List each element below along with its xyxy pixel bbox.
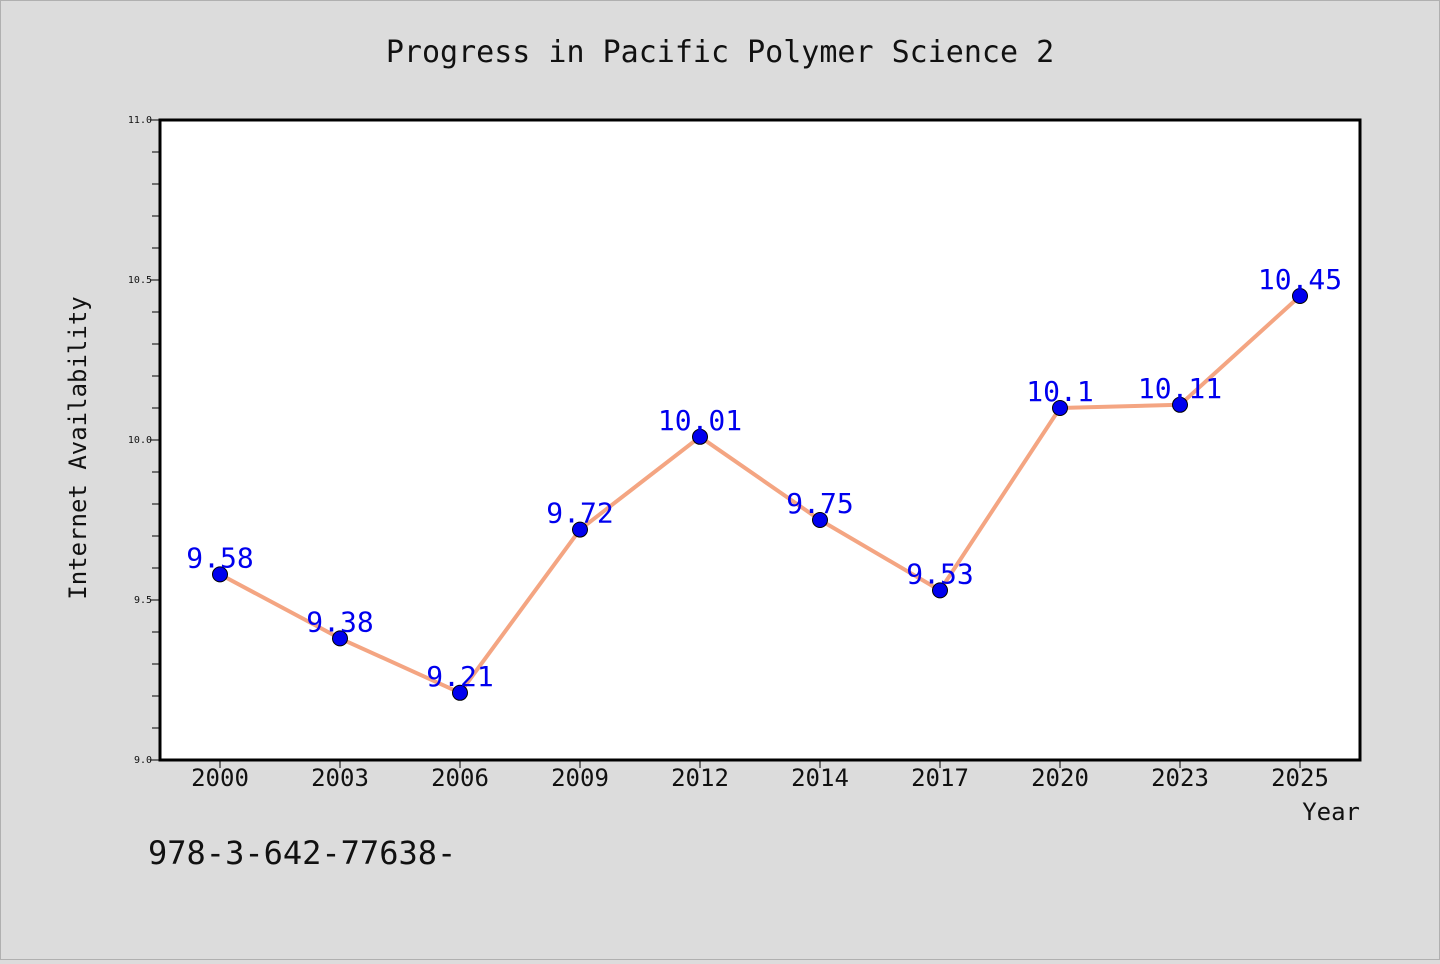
data-point bbox=[692, 428, 708, 445]
data-point bbox=[572, 521, 588, 538]
y-tick-label: 10.0 bbox=[128, 435, 152, 446]
footnote-text: 978-3-642-77638- bbox=[148, 834, 456, 872]
data-point bbox=[1052, 400, 1068, 416]
x-tick-label: 2012 bbox=[671, 764, 729, 792]
data-label: 10.01 bbox=[658, 404, 742, 437]
data-label: 9.75 bbox=[786, 487, 853, 520]
data-point bbox=[812, 512, 828, 528]
y-tick-label: 9.5 bbox=[134, 595, 152, 606]
data-point bbox=[332, 630, 348, 647]
x-tick-label: 2014 bbox=[791, 764, 849, 792]
x-axis-label: Year bbox=[1302, 798, 1360, 826]
y-tick-label: 9.0 bbox=[134, 755, 152, 766]
x-tick-label: 2003 bbox=[311, 764, 369, 792]
data-label: 9.21 bbox=[426, 660, 493, 693]
x-tick-label: 2023 bbox=[1151, 764, 1209, 792]
data-label: 9.38 bbox=[306, 605, 373, 638]
data-label: 9.72 bbox=[546, 497, 613, 530]
data-label: 9.58 bbox=[186, 541, 253, 574]
x-tick-label: 2006 bbox=[431, 764, 489, 792]
x-axis: 2000 2003 2006 2009 2012 2014 2017 2020 2023 2025 bbox=[191, 760, 1329, 792]
data-point bbox=[1172, 396, 1188, 413]
y-axis-label: Internet Availability bbox=[64, 296, 92, 599]
y-tick-label: 11.0 bbox=[128, 115, 152, 126]
data-point bbox=[452, 684, 468, 701]
y-axis: 9.0 9.5 10.0 10.5 11.0 bbox=[128, 115, 160, 766]
x-tick-label: 2020 bbox=[1031, 764, 1089, 792]
data-label: 10.45 bbox=[1258, 263, 1342, 296]
data-point bbox=[212, 566, 228, 583]
data-label: 9.53 bbox=[906, 557, 973, 590]
data-label: 10.11 bbox=[1138, 372, 1222, 405]
chart-title: Progress in Pacific Polymer Science 2 bbox=[386, 35, 1054, 70]
series-line bbox=[219, 294, 1302, 695]
data-point bbox=[932, 582, 948, 599]
y-tick-label: 10.5 bbox=[128, 275, 152, 286]
plot-area bbox=[158, 118, 1362, 762]
data-point bbox=[1292, 288, 1308, 304]
data-label: 10.1 bbox=[1026, 375, 1093, 408]
x-tick-label: 2009 bbox=[551, 764, 609, 792]
series-layer: 9.58 9.38 9.21 9.72 10.01 9.75 9.53 10.1 10.11 10… bbox=[186, 263, 1342, 701]
x-tick-label: 2025 bbox=[1271, 764, 1329, 792]
x-tick-label: 2017 bbox=[911, 764, 969, 792]
x-tick-label: 2000 bbox=[191, 764, 249, 792]
